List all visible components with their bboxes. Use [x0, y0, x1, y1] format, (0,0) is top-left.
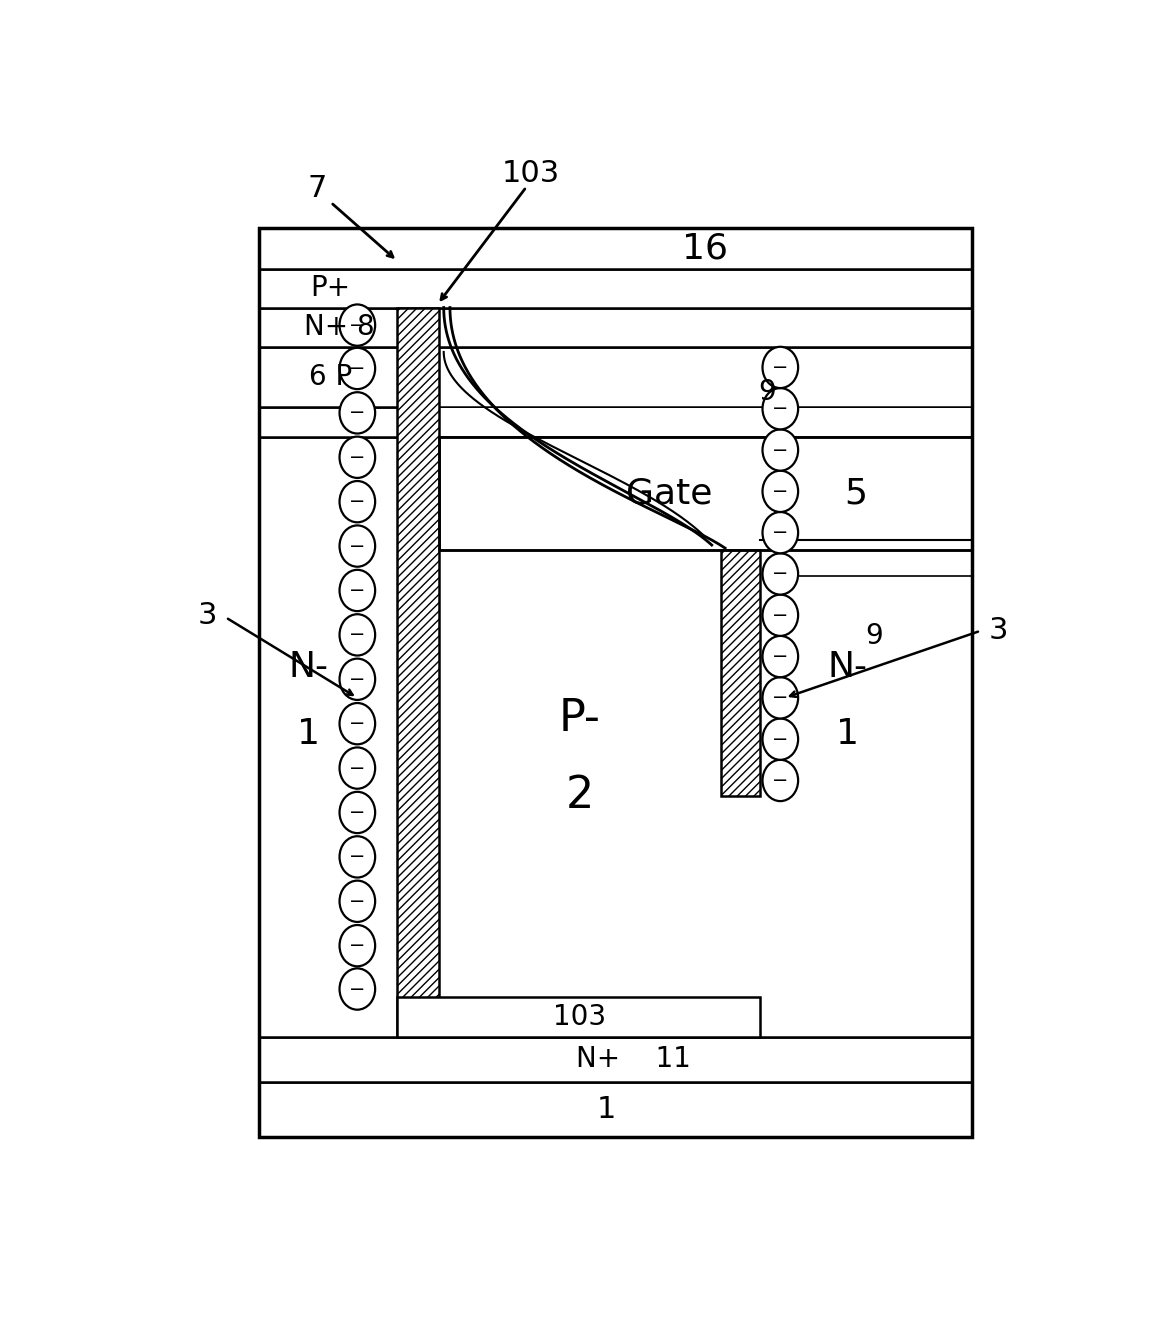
Text: −: −	[772, 481, 788, 500]
Text: N+    11: N+ 11	[576, 1045, 691, 1073]
Text: −: −	[772, 441, 788, 460]
Text: 9: 9	[865, 622, 882, 650]
Text: 1: 1	[296, 717, 319, 751]
Text: −: −	[349, 404, 365, 422]
Text: −: −	[772, 771, 788, 790]
Circle shape	[763, 554, 799, 594]
Text: −: −	[349, 625, 365, 645]
Text: −: −	[349, 315, 365, 335]
Text: −: −	[349, 759, 365, 778]
Circle shape	[340, 392, 376, 433]
Text: 9: 9	[758, 378, 776, 406]
Text: Gate: Gate	[626, 476, 712, 511]
Text: −: −	[349, 979, 365, 999]
Circle shape	[763, 471, 799, 512]
Text: −: −	[772, 606, 788, 625]
Bar	[398, 307, 439, 1037]
Text: −: −	[349, 803, 365, 822]
Text: −: −	[349, 715, 365, 734]
Bar	[260, 228, 972, 1137]
Text: 6 P: 6 P	[309, 362, 353, 390]
Text: −: −	[349, 359, 365, 378]
Circle shape	[340, 526, 376, 567]
Text: P-: P-	[560, 697, 601, 740]
Text: 3: 3	[198, 601, 217, 630]
Text: −: −	[772, 358, 788, 377]
Text: −: −	[772, 730, 788, 748]
Circle shape	[340, 925, 376, 967]
Text: 1: 1	[597, 1094, 616, 1124]
Circle shape	[340, 791, 376, 833]
Bar	[440, 408, 971, 436]
Text: −: −	[349, 892, 365, 911]
Text: −: −	[349, 536, 365, 555]
Text: N-: N-	[288, 650, 329, 684]
Bar	[439, 437, 972, 550]
Text: −: −	[772, 565, 788, 583]
Text: 2: 2	[565, 775, 594, 818]
Bar	[260, 437, 972, 1037]
Text: 16: 16	[681, 232, 727, 266]
Circle shape	[763, 512, 799, 554]
Circle shape	[340, 481, 376, 522]
Text: P+: P+	[310, 275, 350, 303]
Bar	[720, 550, 759, 797]
Text: 5: 5	[845, 476, 867, 511]
Circle shape	[340, 703, 376, 744]
Text: −: −	[349, 936, 365, 955]
Circle shape	[340, 304, 376, 346]
Text: −: −	[349, 581, 365, 599]
Text: −: −	[772, 400, 788, 418]
Circle shape	[763, 594, 799, 636]
Text: −: −	[772, 523, 788, 542]
Bar	[260, 307, 972, 347]
Text: −: −	[349, 848, 365, 866]
Circle shape	[340, 968, 376, 1010]
Bar	[260, 406, 972, 437]
Text: 3: 3	[989, 617, 1008, 645]
Circle shape	[340, 437, 376, 477]
Text: −: −	[772, 648, 788, 666]
Text: 103: 103	[502, 158, 560, 188]
Circle shape	[763, 347, 799, 388]
Bar	[439, 437, 972, 550]
Circle shape	[340, 881, 376, 921]
Circle shape	[340, 658, 376, 700]
Bar	[260, 1082, 972, 1137]
Circle shape	[763, 677, 799, 719]
Circle shape	[340, 747, 376, 789]
Text: 1: 1	[835, 717, 858, 751]
Circle shape	[763, 636, 799, 677]
Circle shape	[763, 719, 799, 760]
Bar	[260, 1037, 972, 1082]
Circle shape	[340, 570, 376, 611]
Circle shape	[340, 614, 376, 656]
Text: −: −	[349, 669, 365, 689]
Circle shape	[763, 760, 799, 801]
Bar	[260, 347, 972, 406]
Bar	[260, 228, 972, 270]
Bar	[398, 998, 759, 1037]
Text: −: −	[772, 688, 788, 707]
Text: N-: N-	[827, 650, 867, 684]
Text: 7: 7	[308, 174, 327, 204]
Text: −: −	[349, 448, 365, 467]
Text: −: −	[349, 492, 365, 511]
Circle shape	[763, 388, 799, 429]
Bar	[260, 228, 972, 1137]
Circle shape	[763, 429, 799, 471]
Circle shape	[340, 837, 376, 877]
Circle shape	[340, 347, 376, 389]
Bar	[260, 270, 972, 307]
Text: N+ 8: N+ 8	[304, 314, 375, 341]
Text: 103: 103	[554, 1003, 607, 1031]
